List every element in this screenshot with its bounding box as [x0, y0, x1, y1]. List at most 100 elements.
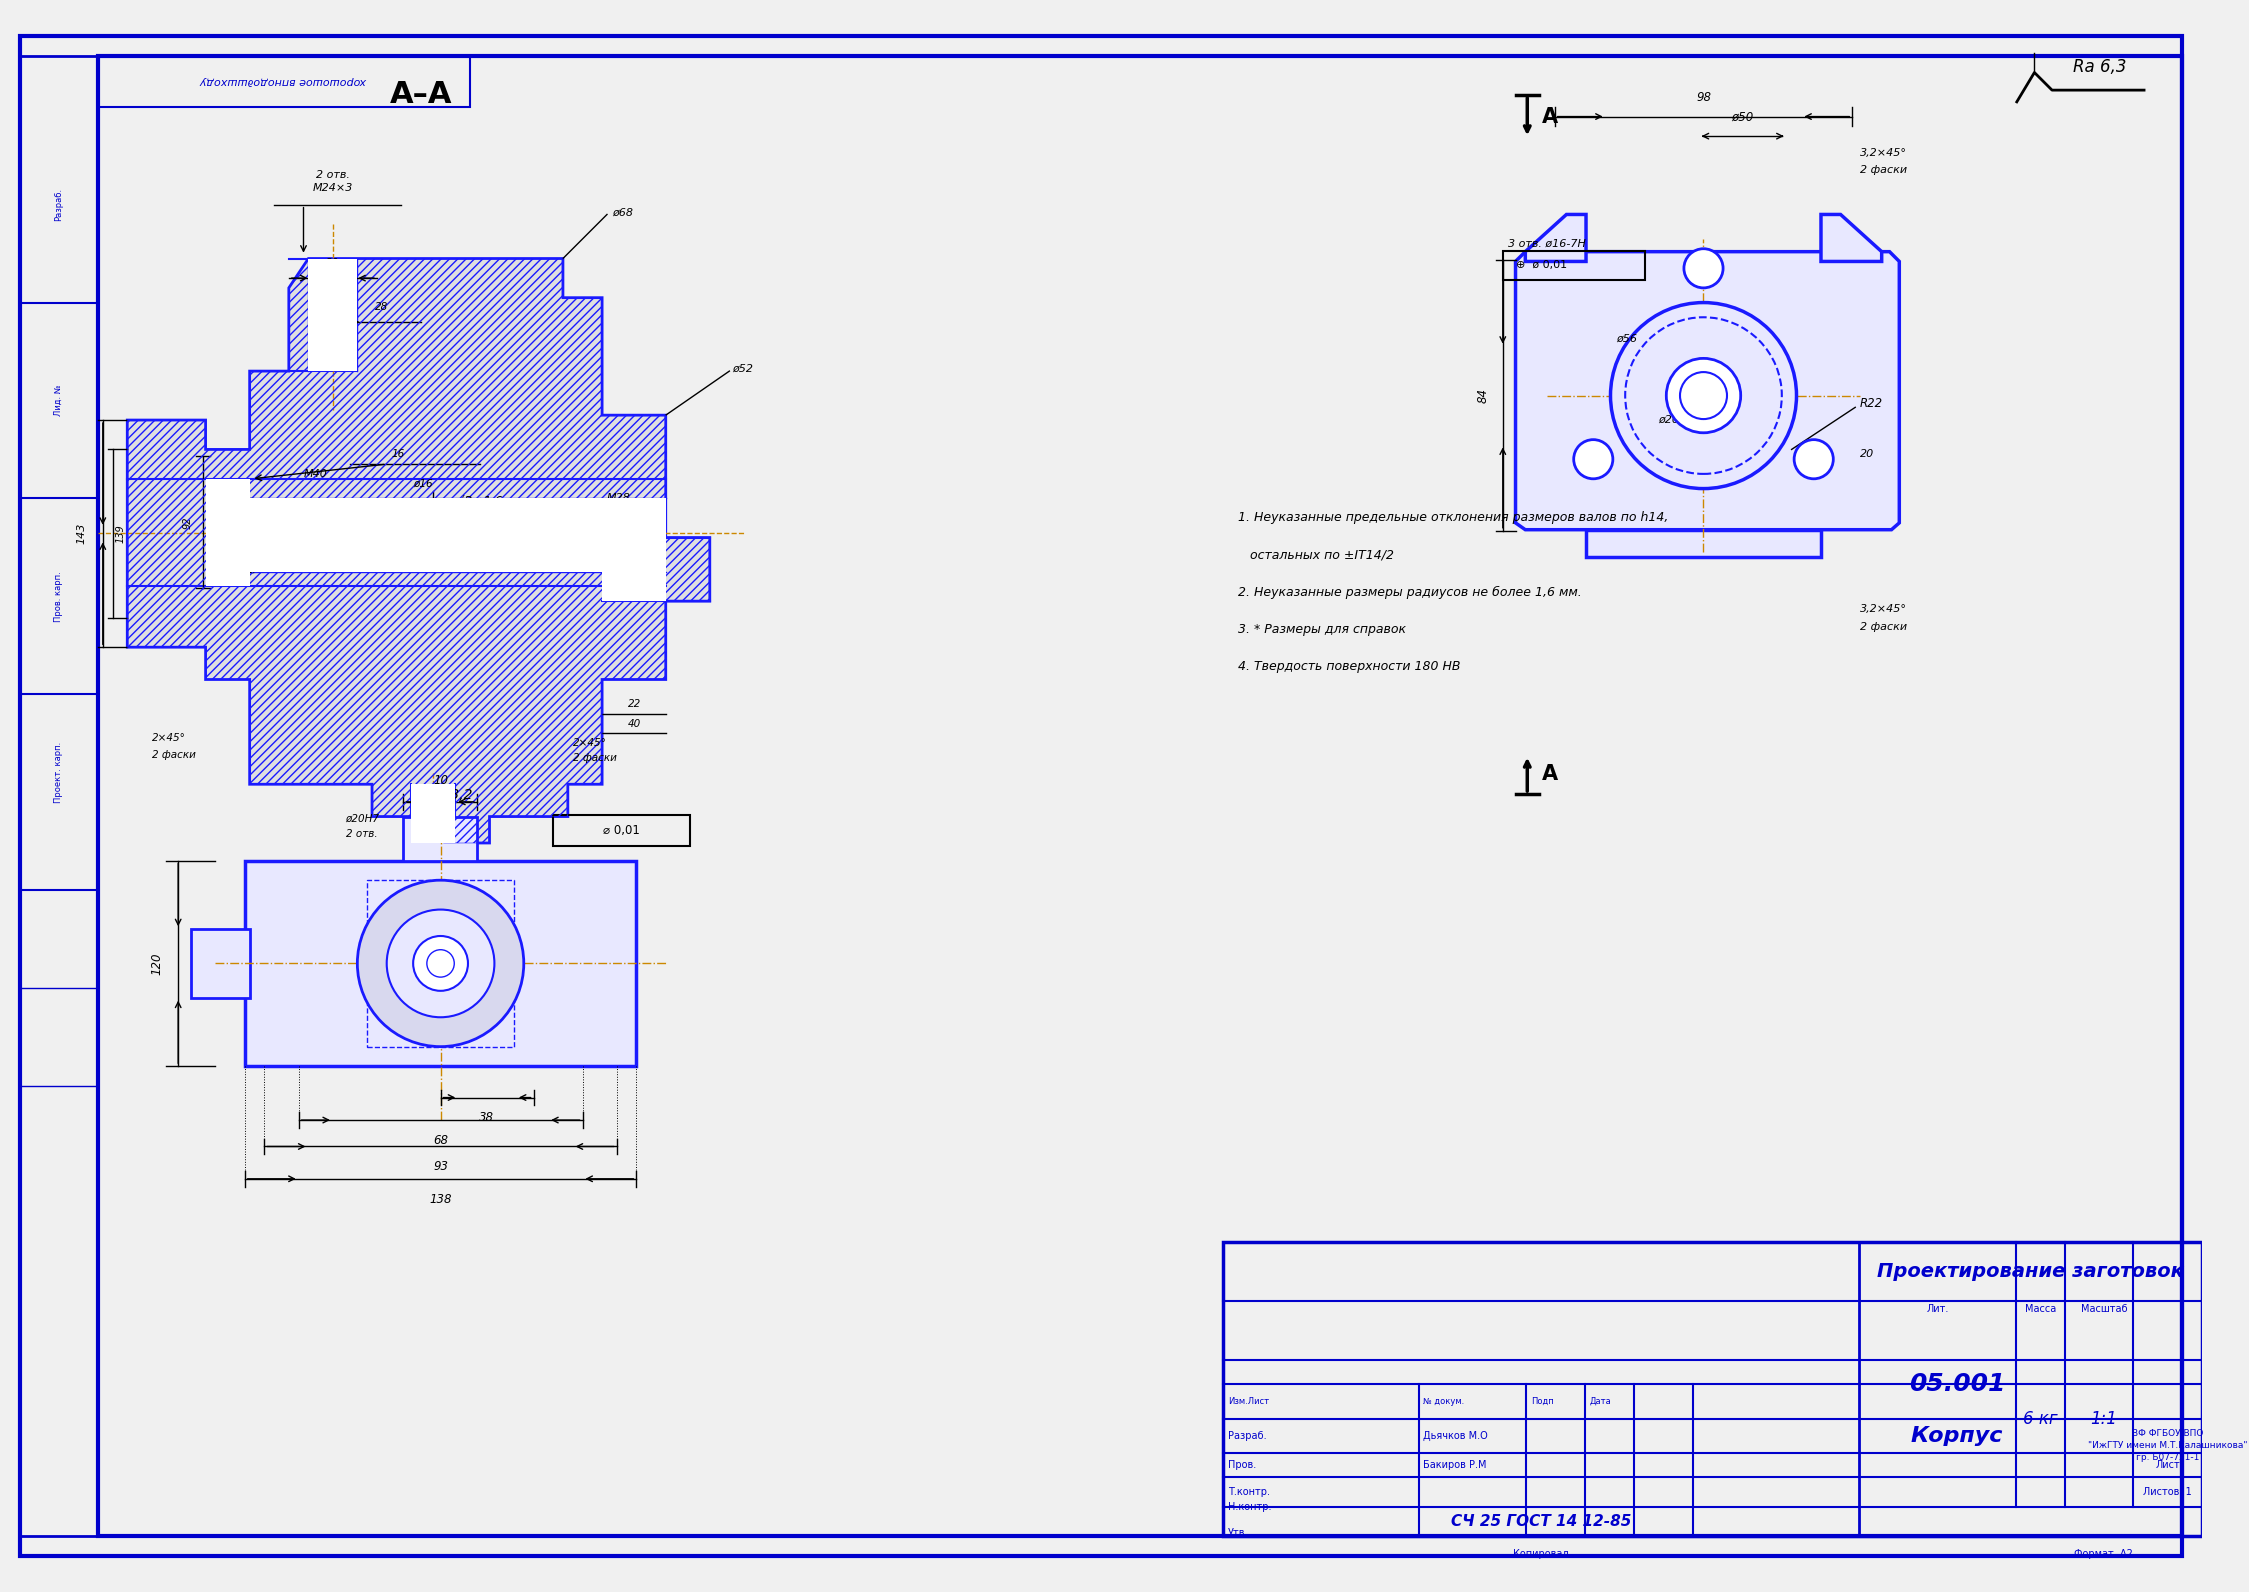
Polygon shape — [205, 479, 250, 586]
Text: ø16: ø16 — [1711, 373, 1732, 384]
Circle shape — [1626, 317, 1781, 474]
Text: А: А — [1543, 107, 1559, 126]
Text: M24×3: M24×3 — [313, 183, 353, 193]
Text: Корпус: Корпус — [1912, 1426, 2004, 1446]
Text: Разраб.: Разраб. — [1228, 1431, 1266, 1441]
Polygon shape — [250, 498, 666, 572]
Text: Масса: Масса — [2024, 1304, 2056, 1313]
Text: 3,2×45°: 3,2×45° — [1860, 148, 1907, 158]
Text: 84: 84 — [1478, 388, 1491, 403]
Text: 22: 22 — [627, 699, 641, 708]
Text: Лид. №: Лид. № — [54, 385, 63, 416]
Text: √Ra 1,6: √Ra 1,6 — [457, 495, 502, 508]
Text: 78: 78 — [472, 530, 486, 541]
Text: ø16: ø16 — [414, 479, 432, 489]
Text: 6 кг: 6 кг — [2022, 1409, 2058, 1428]
Text: Дьячков М.О: Дьячков М.О — [1424, 1431, 1489, 1441]
Polygon shape — [1822, 215, 1882, 261]
Text: Проект. карп.: Проект. карп. — [54, 742, 63, 802]
Text: Подп: Подп — [1532, 1398, 1554, 1406]
Circle shape — [387, 909, 495, 1017]
Text: 3. * Размеры для справок: 3. * Размеры для справок — [1239, 622, 1406, 637]
Text: 2. Неуказанные размеры радиусов не более 1,6 мм.: 2. Неуказанные размеры радиусов не более… — [1239, 586, 1583, 599]
Text: ø52: ø52 — [733, 365, 753, 374]
Text: СЧ 25 ГОСТ 14 12-85: СЧ 25 ГОСТ 14 12-85 — [1451, 1514, 1631, 1528]
Polygon shape — [603, 538, 666, 602]
Text: Лист: Лист — [2155, 1460, 2179, 1469]
Bar — [367, 880, 515, 1046]
Text: 3 отв. ø16-7H: 3 отв. ø16-7H — [1507, 239, 1586, 248]
Circle shape — [1680, 373, 1727, 419]
Circle shape — [414, 936, 468, 990]
Polygon shape — [412, 785, 454, 844]
Circle shape — [1574, 439, 1613, 479]
Bar — [403, 817, 477, 861]
Text: хорошошое впнодо∂шшходу: хорошошое впнодо∂шшходу — [200, 76, 367, 86]
Circle shape — [358, 880, 524, 1046]
Circle shape — [1667, 358, 1741, 433]
Text: 92: 92 — [182, 516, 193, 529]
Text: 05.001: 05.001 — [1909, 1372, 2006, 1396]
Text: 2 отв.: 2 отв. — [315, 170, 351, 180]
Polygon shape — [128, 258, 711, 844]
Text: Пров. карп.: Пров. карп. — [54, 572, 63, 621]
Text: 98: 98 — [1696, 91, 1711, 103]
Text: Ra 6,3: Ra 6,3 — [2074, 59, 2128, 76]
Text: Т.контр.: Т.контр. — [1228, 1487, 1271, 1496]
Bar — [99, 56, 470, 107]
Text: 138: 138 — [430, 1192, 452, 1205]
Text: 2×45°: 2×45° — [151, 734, 187, 743]
Text: А–А: А–А — [389, 80, 452, 108]
Text: Утв.: Утв. — [1228, 1528, 1248, 1538]
Bar — [1223, 1242, 2202, 1536]
Text: 16: 16 — [391, 449, 405, 458]
Text: ø20: ø20 — [1658, 416, 1680, 425]
Text: R22: R22 — [1860, 396, 1882, 409]
Text: M28: M28 — [607, 494, 632, 503]
Circle shape — [427, 950, 454, 977]
Text: ⊕  ø 0,01: ⊕ ø 0,01 — [1516, 261, 1568, 271]
Text: 143: 143 — [76, 522, 85, 544]
Text: Разраб.: Разраб. — [54, 188, 63, 221]
Bar — [245, 861, 636, 1067]
Text: Лит.: Лит. — [1927, 1304, 1948, 1313]
Text: ø56: ø56 — [1617, 334, 1637, 344]
Text: Дата: Дата — [1590, 1398, 1613, 1406]
Polygon shape — [308, 258, 358, 371]
Text: Проектирование заготовок: Проектирование заготовок — [1878, 1262, 2184, 1282]
Text: 2 фаски: 2 фаски — [1860, 621, 1907, 632]
Text: ø68: ø68 — [612, 207, 632, 218]
Text: № докум.: № докум. — [1424, 1398, 1464, 1406]
Text: 10: 10 — [434, 774, 448, 786]
Bar — [20, 56, 99, 1536]
Text: 2 фаски: 2 фаски — [151, 750, 196, 759]
Text: 93: 93 — [434, 1161, 448, 1173]
Text: 2 фаски: 2 фаски — [1860, 166, 1907, 175]
Text: 4. Твердость поверхности 180 НВ: 4. Твердость поверхности 180 НВ — [1239, 661, 1462, 673]
Text: Пров.: Пров. — [1228, 1460, 1255, 1469]
Text: 2 фаски: 2 фаски — [573, 753, 616, 763]
Circle shape — [1685, 248, 1723, 288]
Text: 120: 120 — [151, 952, 164, 974]
Polygon shape — [1516, 252, 1900, 530]
Text: ВФ ФГБОУ ВПО
"ИжГТУ имени М.Т.Калашникова"
гр. Б07-721-1: ВФ ФГБОУ ВПО "ИжГТУ имени М.Т.Калашников… — [2087, 1430, 2247, 1461]
Text: А: А — [1543, 764, 1559, 785]
Polygon shape — [1586, 530, 1822, 557]
Text: остальных по ±IT14/2: остальных по ±IT14/2 — [1239, 549, 1394, 562]
Text: 3,2×45°: 3,2×45° — [1860, 603, 1907, 615]
Bar — [191, 930, 250, 998]
Text: 139: 139 — [115, 524, 126, 543]
Text: ⌀ 0,01: ⌀ 0,01 — [603, 823, 641, 837]
Text: Бакиров Р.М: Бакиров Р.М — [1424, 1460, 1487, 1469]
Text: 40: 40 — [627, 718, 641, 729]
Text: ø50: ø50 — [1732, 110, 1754, 124]
Text: Формат  А2: Формат А2 — [2074, 1549, 2134, 1559]
Text: ø24H7: ø24H7 — [591, 527, 625, 538]
Text: Масштаб: Масштаб — [2080, 1304, 2128, 1313]
Bar — [1502, 250, 1644, 280]
Text: Н.контр.: Н.контр. — [1228, 1501, 1271, 1512]
Text: M40: M40 — [304, 468, 328, 479]
Text: Копировал: Копировал — [1514, 1549, 1570, 1559]
Text: 68: 68 — [434, 1134, 448, 1146]
Text: 1. Неуказанные предельные отклонения размеров валов по h14,: 1. Неуказанные предельные отклонения раз… — [1239, 511, 1669, 524]
